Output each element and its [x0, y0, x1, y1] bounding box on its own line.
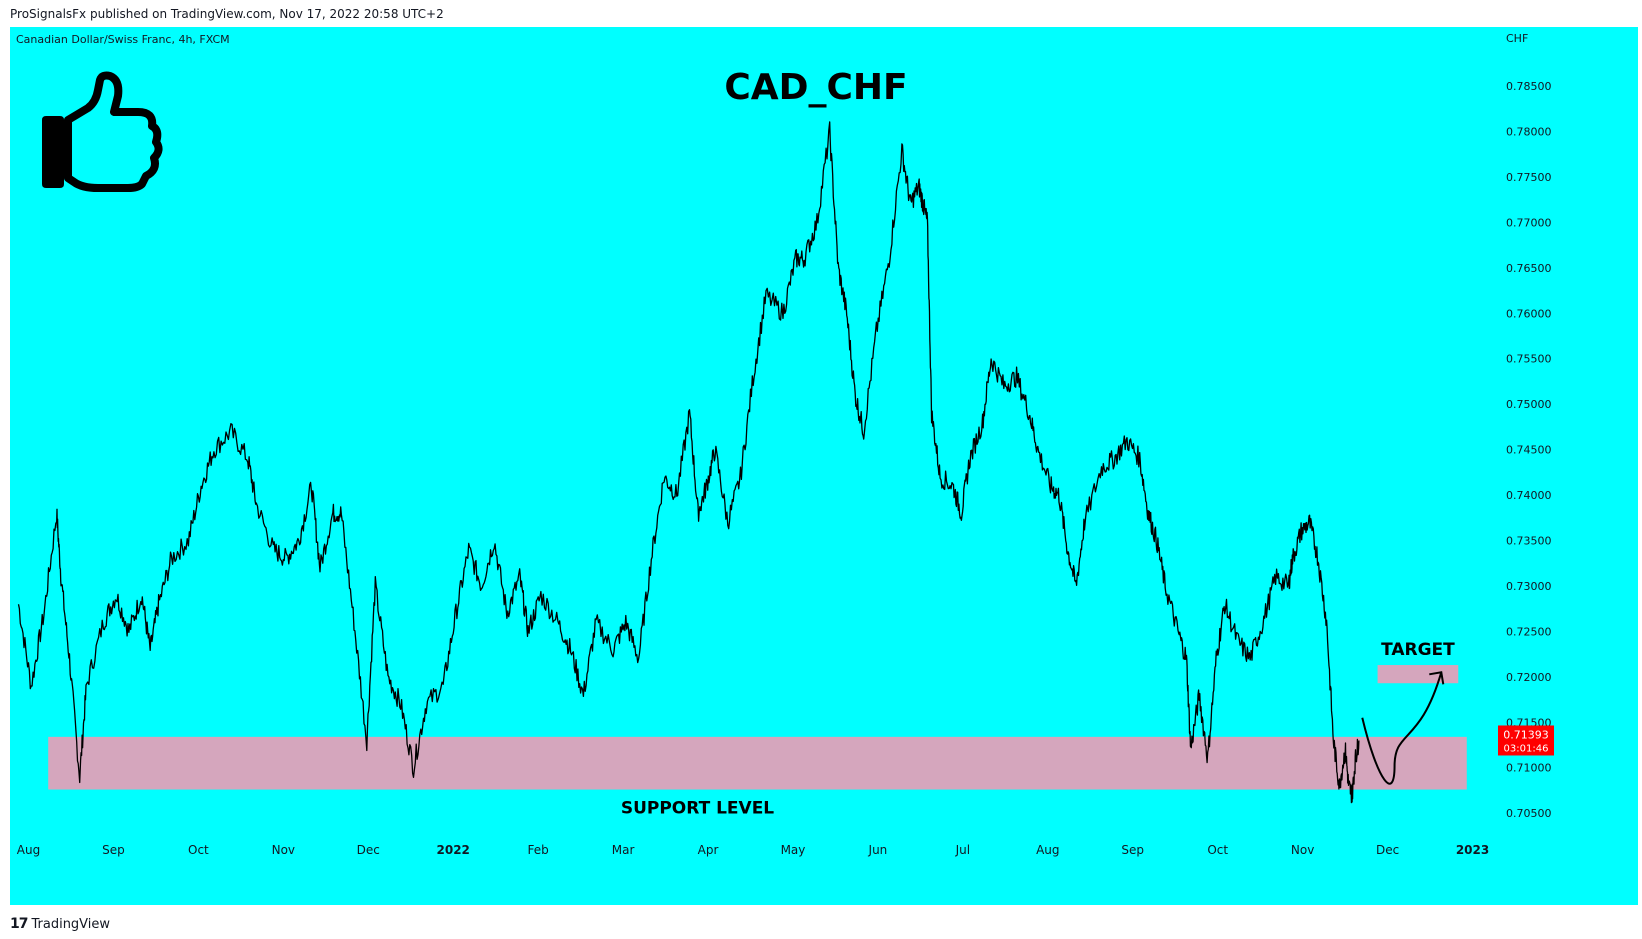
annotations-layer: SUPPORT LEVEL TARGET: [621, 640, 1455, 819]
price-tick-label: 0.71000: [1506, 762, 1552, 775]
price-tick-label: 0.77000: [1506, 216, 1552, 229]
chart-title: CAD_CHF: [724, 67, 907, 108]
series-layer: [17, 121, 1360, 804]
time-tick-label: Jul: [955, 843, 970, 857]
time-tick-label: Nov: [1291, 843, 1314, 857]
time-tick-label: Apr: [698, 843, 719, 857]
time-tick-label: Oct: [1207, 843, 1228, 857]
price-tick-label: 0.78500: [1506, 80, 1552, 93]
time-tick-label: Aug: [17, 843, 40, 857]
price-tick-label: 0.72500: [1506, 625, 1552, 638]
current-price-tag: [1498, 725, 1554, 756]
support-zone: [48, 736, 1467, 790]
price-series-line-0: [17, 121, 1360, 804]
tradingview-logo-icon: 17: [10, 916, 29, 932]
time-tick-label: Dec: [357, 843, 380, 857]
price-tick-label: 0.73500: [1506, 535, 1552, 548]
target-zone: [1377, 665, 1459, 684]
time-tick-label: Nov: [272, 843, 295, 857]
time-tick-label: Feb: [528, 843, 549, 857]
support-label: SUPPORT LEVEL: [621, 799, 774, 819]
projection-arrowhead: [1429, 671, 1445, 685]
time-tick-label: 2022: [437, 843, 470, 857]
time-tick-label: 2023: [1456, 843, 1489, 857]
price-tick-label: 0.70500: [1506, 807, 1552, 820]
time-tick-label: Sep: [102, 843, 125, 857]
axes-layer: 0.78500 0.78000 0.77500 0.77000 0.76500 0.760…: [17, 80, 1554, 857]
target-label: TARGET: [1381, 640, 1455, 660]
price-tick-label: 0.73000: [1506, 580, 1552, 593]
time-tick-label: Dec: [1376, 843, 1399, 857]
price-tick-label: 0.77500: [1506, 171, 1552, 184]
time-tick-label: Sep: [1121, 843, 1144, 857]
price-tick-label: 0.75500: [1506, 353, 1552, 366]
tradingview-footer[interactable]: 17 TradingView: [10, 916, 110, 932]
price-tick-label: 0.76000: [1506, 307, 1552, 320]
chart-panel[interactable]: SUPPORT LEVEL TARGET 0.78500 0.78000 0.7750…: [10, 27, 1638, 905]
price-tick-label: 0.74000: [1506, 489, 1552, 502]
price-chart[interactable]: SUPPORT LEVEL TARGET 0.78500 0.78000 0.7750…: [10, 27, 1638, 905]
published-note: ProSignalsFx published on TradingView.co…: [10, 7, 444, 21]
currency-label: CHF: [1506, 32, 1528, 45]
symbol-info: Canadian Dollar/Swiss Franc, 4h, FXCM: [16, 33, 230, 46]
time-tick-label: Aug: [1036, 843, 1059, 857]
price-tick-label: 0.76500: [1506, 262, 1552, 275]
price-tick-label: 0.74500: [1506, 444, 1552, 457]
time-tick-label: Oct: [188, 843, 209, 857]
time-tick-label: Mar: [612, 843, 635, 857]
thumbs-up-icon: [42, 71, 163, 192]
time-tick-label: May: [781, 843, 806, 857]
zones-layer: [48, 665, 1467, 790]
tradingview-brand: TradingView: [31, 916, 111, 932]
projection-arrow: [1361, 672, 1443, 785]
price-tick-label: 0.72000: [1506, 671, 1552, 684]
price-tick-label: 0.75000: [1506, 398, 1552, 411]
time-tick-label: Jun: [868, 843, 888, 857]
candle-countdown: 03:01:46: [1504, 743, 1549, 754]
price-tick-label: 0.78000: [1506, 126, 1552, 139]
current-price-value: 0.71393: [1503, 728, 1549, 741]
